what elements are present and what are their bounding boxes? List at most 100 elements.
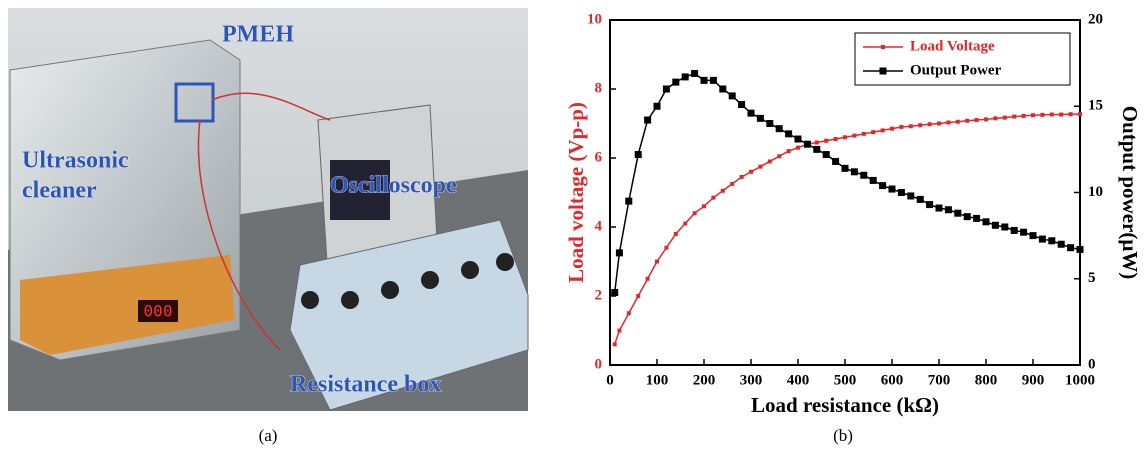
x-tick-label: 700 <box>928 372 951 388</box>
marker <box>612 342 617 347</box>
x-tick-label: 200 <box>693 372 716 388</box>
marker <box>662 85 670 93</box>
x-tick-label: 300 <box>740 372 763 388</box>
marker <box>860 171 868 179</box>
marker <box>927 122 932 127</box>
marker <box>636 294 641 298</box>
y-tick-label: 2 <box>595 287 603 303</box>
marker <box>973 214 981 222</box>
marker <box>766 120 774 127</box>
cleaner-label: Ultrasonic <box>22 148 129 174</box>
x-tick-label: 800 <box>975 372 998 388</box>
y2-tick-label: 20 <box>1088 11 1103 27</box>
marker <box>767 159 772 164</box>
marker <box>1059 112 1064 117</box>
legend-marker <box>881 45 885 49</box>
y-tick-label: 8 <box>595 80 603 96</box>
marker <box>965 118 970 123</box>
marker <box>871 130 876 135</box>
y-tick-label: 4 <box>595 218 603 234</box>
marker <box>691 69 699 77</box>
marker <box>803 140 811 148</box>
y2-axis-title: Output power(μW) <box>1118 106 1142 280</box>
marker <box>852 133 857 138</box>
x-tick-label: 400 <box>787 372 810 388</box>
cleaner-panel <box>20 255 235 355</box>
marker <box>888 185 896 193</box>
marker <box>899 124 904 129</box>
marker <box>880 128 885 133</box>
marker <box>749 169 753 174</box>
marker <box>615 249 623 257</box>
marker <box>937 121 941 126</box>
marker <box>700 76 708 84</box>
marker <box>843 135 847 140</box>
marker <box>814 140 819 145</box>
marker <box>634 151 642 159</box>
marker <box>918 123 923 128</box>
marker <box>946 120 951 125</box>
marker <box>1029 232 1037 240</box>
marker <box>796 145 800 150</box>
legend-box <box>854 32 1071 86</box>
marker <box>692 211 697 216</box>
marker <box>711 195 716 200</box>
marker <box>617 328 622 333</box>
marker <box>739 174 744 179</box>
series-line <box>613 72 1081 293</box>
caption: (a) <box>259 426 278 445</box>
marker <box>861 131 866 136</box>
pmeh-box <box>174 82 215 123</box>
y2-tick-label: 15 <box>1088 98 1103 114</box>
marker <box>1057 240 1065 248</box>
marker <box>777 154 782 159</box>
marker <box>982 218 990 226</box>
marker <box>1020 228 1028 236</box>
marker <box>908 124 913 129</box>
caption: (b) <box>833 426 853 445</box>
marker <box>756 114 764 122</box>
marker <box>991 221 999 229</box>
marker <box>720 188 725 193</box>
marker <box>1002 115 1007 120</box>
marker <box>702 204 706 209</box>
marker <box>611 289 619 297</box>
wires <box>197 92 331 351</box>
marker <box>850 168 858 176</box>
marker <box>719 85 727 93</box>
marker <box>775 125 783 133</box>
marker <box>822 151 830 159</box>
x-tick-label: 100 <box>646 372 669 388</box>
marker <box>813 145 821 153</box>
legend-marker <box>879 67 887 75</box>
marker <box>944 206 952 214</box>
y-tick-label: 6 <box>595 149 603 165</box>
marker <box>833 137 838 142</box>
marker <box>1068 112 1073 117</box>
marker <box>1078 112 1082 117</box>
marker <box>683 221 688 226</box>
marker <box>655 259 659 264</box>
marker <box>625 197 633 205</box>
marker <box>890 126 894 131</box>
marker <box>794 135 802 143</box>
legend-label: Load Voltage <box>910 38 995 54</box>
y2-tick-label: 0 <box>1088 356 1096 372</box>
chart: 0 100 200 300 400 500 600 700 800 900 100002468100… <box>564 11 1142 416</box>
cleaner-label: cleaner <box>22 178 97 204</box>
marker <box>1049 112 1054 117</box>
marker <box>709 76 717 84</box>
marker <box>1031 113 1035 118</box>
marker <box>916 195 924 203</box>
marker <box>673 231 678 236</box>
photo: 000 PMEH Ultrasonic cleaner Oscilloscope… <box>8 8 529 411</box>
x-tick-label: 900 <box>1022 372 1045 388</box>
marker <box>1040 112 1045 117</box>
marker <box>758 164 763 169</box>
marker <box>645 276 650 281</box>
marker <box>926 201 934 209</box>
marker <box>1067 244 1075 252</box>
y-tick-label: 0 <box>595 356 603 372</box>
